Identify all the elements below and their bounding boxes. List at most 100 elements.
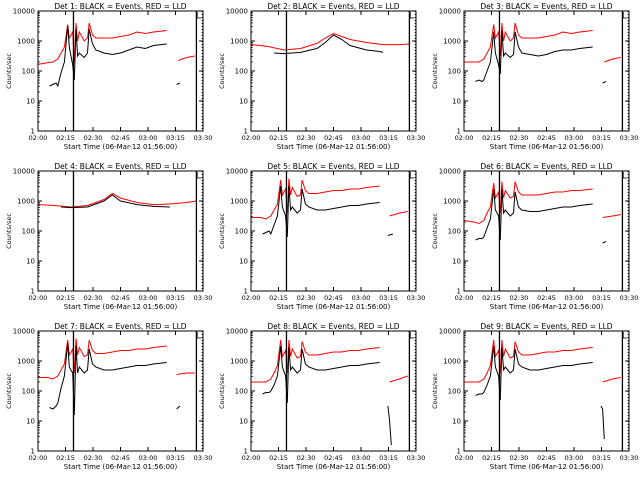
x-tick-label: 02:45 xyxy=(324,134,343,142)
series-line-events xyxy=(49,25,167,88)
y-tick-label: 10000 xyxy=(439,168,461,176)
y-tick-label: 10 xyxy=(239,98,248,106)
y-tick-label: 100 xyxy=(235,388,248,396)
x-tick-label: 02:30 xyxy=(297,294,316,302)
y-axis-label: Counts/sec xyxy=(431,213,439,249)
series-line-lld xyxy=(37,22,167,65)
x-tick-label: 03:30 xyxy=(407,134,426,142)
y-tick-label: 10000 xyxy=(226,8,248,16)
panel-2: Det 2: BLACK = Events, RED = LLD Counts/s… xyxy=(218,2,425,151)
series-line-lld xyxy=(602,377,621,383)
x-tick-label: 02:15 xyxy=(269,454,288,462)
x-tick-label: 02:30 xyxy=(84,134,103,142)
panel-title: Det 9: BLACK = Events, RED = LLD xyxy=(480,322,612,331)
x-tick-label: 02:15 xyxy=(56,134,75,142)
y-tick-label: 10000 xyxy=(13,328,35,336)
x-axis-label: Start Time (06-Mar-12 01:56:00) xyxy=(490,303,604,311)
marker-bracket xyxy=(409,172,415,179)
series-line-lld xyxy=(389,211,408,217)
x-tick-label: 02:00 xyxy=(29,454,48,462)
y-tick-label: 100 xyxy=(448,68,461,76)
y-tick-label: 1000 xyxy=(443,358,461,366)
x-tick-label: 03:30 xyxy=(620,294,639,302)
x-tick-label: 02:45 xyxy=(111,134,130,142)
x-axis-label: Start Time (06-Mar-12 01:56:00) xyxy=(490,143,604,151)
series-line-lld xyxy=(251,339,380,383)
x-tick-label: 03:30 xyxy=(194,134,213,142)
y-tick-label: 100 xyxy=(235,228,248,236)
plot-frame xyxy=(463,170,630,292)
x-tick-label: 02:00 xyxy=(455,134,474,142)
x-tick-label: 02:00 xyxy=(242,134,261,142)
x-tick-label: 02:15 xyxy=(269,134,288,142)
series-line-lld xyxy=(251,178,380,220)
x-tick-label: 02:00 xyxy=(455,454,474,462)
panel-7: Det 7: BLACK = Events, RED = LLD Counts/s… xyxy=(5,322,212,471)
panel-3: Det 3: BLACK = Events, RED = LLD Counts/s… xyxy=(431,2,638,151)
y-tick-label: 1 xyxy=(31,128,35,136)
series-line-events xyxy=(176,82,181,85)
x-tick-label: 02:30 xyxy=(510,294,529,302)
x-tick-label: 02:30 xyxy=(297,134,316,142)
x-tick-label: 03:15 xyxy=(592,454,611,462)
y-tick-label: 1000 xyxy=(443,38,461,46)
series-line-lld xyxy=(250,32,410,51)
y-tick-label: 10 xyxy=(239,258,248,266)
panel-8: Det 8: BLACK = Events, RED = LLD Counts/s… xyxy=(218,322,425,471)
x-tick-label: 02:00 xyxy=(455,294,474,302)
y-axis-label: Counts/sec xyxy=(5,53,13,89)
x-tick-label: 03:15 xyxy=(592,294,611,302)
y-tick-label: 10000 xyxy=(226,328,248,336)
y-tick-label: 10 xyxy=(452,98,461,106)
y-tick-label: 1000 xyxy=(230,38,248,46)
y-tick-label: 10000 xyxy=(13,8,35,16)
marker-bracket xyxy=(196,12,202,19)
plot-frame xyxy=(250,170,417,292)
x-tick-label: 02:30 xyxy=(84,294,103,302)
marker-bracket xyxy=(622,12,628,19)
x-tick-label: 03:00 xyxy=(352,294,371,302)
y-tick-label: 1 xyxy=(244,128,248,136)
x-tick-label: 02:45 xyxy=(537,134,556,142)
x-tick-label: 02:00 xyxy=(29,134,48,142)
series-line-lld xyxy=(389,375,408,383)
x-tick-label: 03:15 xyxy=(166,134,185,142)
x-tick-label: 02:15 xyxy=(482,294,501,302)
series-line-events xyxy=(475,30,593,83)
plot-frame xyxy=(463,330,630,452)
panel-title: Det 3: BLACK = Events, RED = LLD xyxy=(480,2,612,11)
x-tick-label: 03:00 xyxy=(565,294,584,302)
x-tick-label: 03:15 xyxy=(592,134,611,142)
x-tick-label: 03:15 xyxy=(379,294,398,302)
x-axis-label: Start Time (06-Mar-12 01:56:00) xyxy=(64,303,178,311)
x-tick-label: 03:30 xyxy=(407,294,426,302)
y-tick-label: 1000 xyxy=(443,198,461,206)
y-tick-label: 1 xyxy=(457,128,461,136)
y-tick-label: 10 xyxy=(26,258,35,266)
series-line-lld xyxy=(464,339,593,383)
x-axis-label: Start Time (06-Mar-12 01:56:00) xyxy=(64,143,178,151)
y-axis-label: Counts/sec xyxy=(218,373,226,409)
y-tick-label: 10000 xyxy=(439,328,461,336)
marker-bracket xyxy=(409,12,415,19)
x-tick-label: 03:30 xyxy=(194,454,213,462)
y-tick-label: 1 xyxy=(31,448,35,456)
y-tick-label: 100 xyxy=(22,68,35,76)
y-tick-label: 1000 xyxy=(17,38,35,46)
marker-bracket xyxy=(196,172,202,179)
x-tick-label: 02:45 xyxy=(324,294,343,302)
x-tick-label: 02:45 xyxy=(537,294,556,302)
series-line-events xyxy=(262,185,380,238)
x-tick-label: 02:15 xyxy=(269,294,288,302)
series-line-lld xyxy=(464,22,593,63)
y-tick-label: 10000 xyxy=(226,168,248,176)
x-tick-label: 02:30 xyxy=(297,454,316,462)
x-tick-label: 03:00 xyxy=(139,134,158,142)
panel-1: Det 1: BLACK = Events, RED = LLD Counts/s… xyxy=(5,2,212,151)
x-tick-label: 03:15 xyxy=(379,454,398,462)
series-line-events xyxy=(475,188,593,241)
x-tick-label: 03:00 xyxy=(352,454,371,462)
plot-frame xyxy=(463,10,630,132)
y-tick-label: 100 xyxy=(448,228,461,236)
